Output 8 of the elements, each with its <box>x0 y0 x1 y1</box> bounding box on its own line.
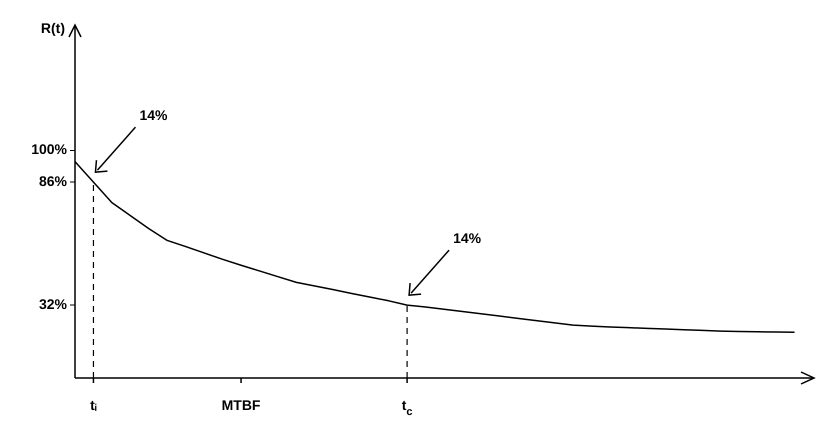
annotation: 14% <box>139 107 168 123</box>
y-tick-label: 32% <box>38 296 68 312</box>
x-tick-label: tᵢ <box>90 396 97 413</box>
annotation: 14% <box>453 230 482 246</box>
y-axis-title: R(t) <box>40 20 65 36</box>
x-tick-label: MTBF <box>222 396 261 413</box>
y-tick-label: 100% <box>31 141 68 158</box>
y-tick-label: 86% <box>38 173 68 189</box>
